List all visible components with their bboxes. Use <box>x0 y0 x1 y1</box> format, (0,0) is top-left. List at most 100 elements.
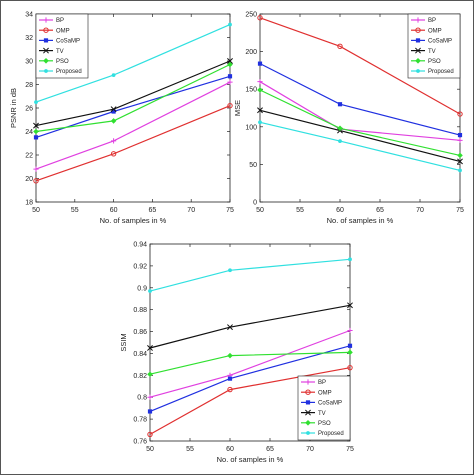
data-point-proposed <box>458 168 462 173</box>
data-point-bp <box>457 137 463 143</box>
legend-box <box>407 13 461 79</box>
data-point-omp <box>147 431 153 438</box>
series-cosamp <box>257 61 463 138</box>
data-point-proposed <box>111 73 116 77</box>
x-axis-label: No. of samples in % <box>100 216 167 225</box>
x-tick-label: 75 <box>346 446 354 453</box>
data-point-cosamp <box>33 135 39 140</box>
data-point-tv <box>257 107 263 114</box>
y-tick-label: 28 <box>25 82 33 89</box>
data-point-bp <box>147 394 153 400</box>
y-tick-label: 22 <box>25 153 33 160</box>
legend-label-pso: PSO <box>318 421 331 427</box>
data-point-omp <box>33 178 39 184</box>
x-tick-label: 55 <box>296 207 304 214</box>
x-axis-label: No. of samples in % <box>217 455 284 464</box>
y-tick-label: 30 <box>25 59 33 66</box>
data-point-pso <box>227 352 233 359</box>
data-point-proposed <box>348 257 352 262</box>
series-proposed <box>34 22 232 105</box>
legend-marker-pso <box>43 58 49 64</box>
y-axis: 0.76 0.78 0.8 0.82 0.84 0.86 0.88 0.9 0.92 0.94 <box>133 242 350 446</box>
data-point-omp <box>347 364 353 371</box>
data-point-omp <box>227 386 233 393</box>
data-point-omp <box>457 111 463 117</box>
data-point-cosamp <box>111 109 116 114</box>
data-point-cosamp <box>257 61 263 66</box>
data-point-pso <box>347 349 353 356</box>
data-point-bp <box>227 79 233 85</box>
legend-label-cosamp: CoSaMP <box>56 39 80 45</box>
x-tick-label: 60 <box>226 446 234 453</box>
data-point-tv <box>457 158 463 165</box>
y-tick-label: 0.92 <box>133 263 147 270</box>
series-proposed <box>148 257 352 293</box>
legend-marker-omp <box>43 27 49 33</box>
legend-marker-proposed <box>44 69 48 73</box>
data-point-bp <box>257 79 263 85</box>
y-tick-label: 200 <box>245 49 257 56</box>
x-tick-label: 50 <box>256 207 264 214</box>
data-point-pso <box>257 87 263 93</box>
data-point-cosamp <box>337 102 343 107</box>
x-tick-label: 65 <box>266 446 274 453</box>
series-proposed <box>258 120 462 173</box>
psnr-chart: 50 55 60 65 70 75 18 20 22 24 26 28 30 32 34 No. of sam… <box>9 12 234 226</box>
y-tick-label: 0 <box>253 200 257 207</box>
data-point-proposed <box>258 120 262 125</box>
series-omp <box>33 102 233 184</box>
y-tick-label: 0.8 <box>137 395 147 402</box>
y-tick-label: 100 <box>245 124 257 131</box>
data-point-pso <box>457 152 463 159</box>
data-point-cosamp <box>457 132 463 138</box>
legend-marker-cosamp <box>415 38 421 43</box>
legend-marker-proposed <box>306 431 310 435</box>
y-tick-label: 250 <box>245 12 257 19</box>
legend-label-proposed: Proposed <box>318 431 344 437</box>
data-point-omp <box>227 102 233 109</box>
legend-label-omp: OMP <box>428 28 442 34</box>
x-tick-label: 65 <box>376 207 384 214</box>
data-point-cosamp <box>227 376 233 381</box>
legend-label-omp: OMP <box>318 390 332 396</box>
legend-label-bp: BP <box>318 380 326 386</box>
legend: BP OMP CoSaMP TV PSO Proposed <box>407 13 461 79</box>
y-tick-label: 34 <box>25 12 33 19</box>
legend-label-omp: OMP <box>56 28 70 34</box>
series-pso <box>147 349 353 378</box>
legend-label-pso: PSO <box>56 59 69 65</box>
data-point-bp <box>33 166 39 172</box>
y-tick-label: 0.84 <box>133 351 147 358</box>
legend-box <box>297 375 351 441</box>
x-tick-label: 60 <box>336 207 344 214</box>
legend-marker-omp <box>305 389 311 395</box>
data-point-pso <box>147 371 153 378</box>
legend-label-tv: TV <box>56 49 64 55</box>
legend-label-pso: PSO <box>428 59 441 65</box>
data-point-proposed <box>228 268 232 273</box>
y-tick-label: 0.78 <box>133 417 147 424</box>
legend-label-tv: TV <box>318 411 326 417</box>
series-pso <box>33 61 233 135</box>
x-tick-label: 55 <box>71 207 79 214</box>
data-point-tv <box>227 324 233 331</box>
x-axis: 50 55 60 65 70 75 <box>146 244 354 453</box>
legend-marker-tv <box>43 47 49 54</box>
y-axis-label: MSE <box>233 100 242 116</box>
x-tick-label: 50 <box>146 446 154 453</box>
data-point-cosamp <box>227 74 233 79</box>
legend-marker-tv <box>415 47 421 54</box>
series-line-omp <box>35 105 231 182</box>
data-point-omp <box>257 15 263 21</box>
data-point-omp <box>110 151 117 157</box>
data-point-tv <box>110 106 117 113</box>
y-tick-label: 0.86 <box>133 329 147 336</box>
legend-marker-bp <box>415 17 421 23</box>
legend-label-tv: TV <box>428 49 436 55</box>
data-point-tv <box>227 58 233 64</box>
legend-marker-cosamp <box>43 38 49 43</box>
x-tick-label: 50 <box>32 207 40 214</box>
legend-marker-pso <box>415 58 421 64</box>
series-omp <box>147 364 353 438</box>
y-tick-label: 0.76 <box>133 439 147 446</box>
